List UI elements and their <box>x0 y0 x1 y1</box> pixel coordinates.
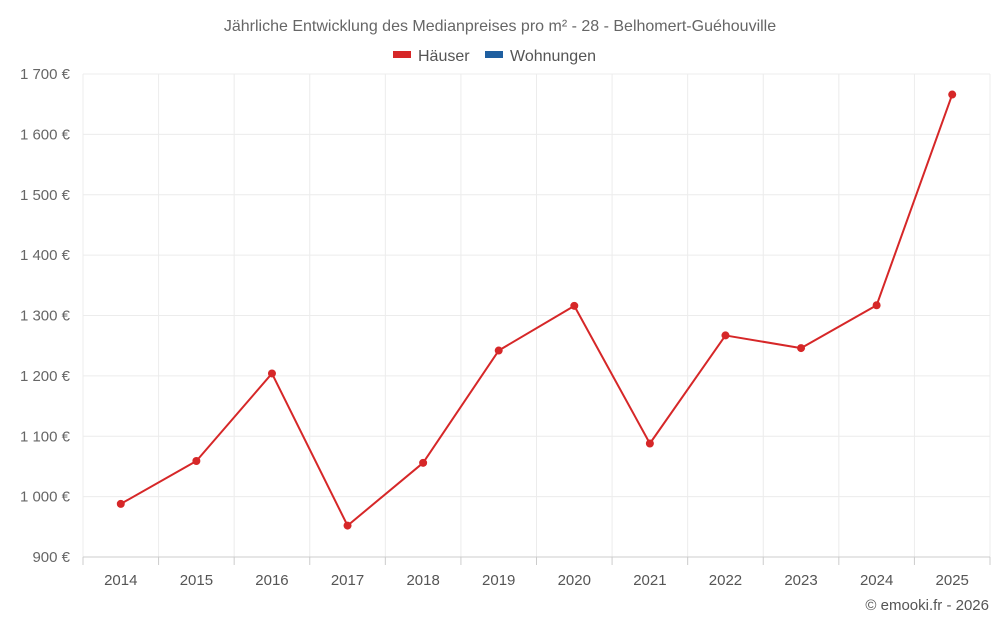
data-point[interactable] <box>872 301 881 310</box>
x-tick-label: 2022 <box>709 572 742 589</box>
y-tick-label: 1 300 € <box>20 308 71 325</box>
data-point[interactable] <box>570 301 579 310</box>
legend-swatch-haeuser <box>393 51 411 58</box>
x-tick-label: 2015 <box>180 572 213 589</box>
x-tick-label: 2018 <box>406 572 439 589</box>
data-point[interactable] <box>721 331 730 340</box>
x-tick-label: 2020 <box>558 572 591 589</box>
y-tick-label: 1 000 € <box>20 489 71 506</box>
legend-label-haeuser: Häuser <box>418 48 470 65</box>
legend: Häuser Wohnungen <box>393 48 596 65</box>
y-tick-label: 1 600 € <box>20 126 71 143</box>
x-tick-label: 2014 <box>104 572 137 589</box>
y-tick-label: 1 500 € <box>20 187 71 204</box>
x-tick-label: 2023 <box>784 572 817 589</box>
data-point[interactable] <box>645 439 654 448</box>
axes: 900 € 1 000 € 1 100 € 1 200 € 1 300 € 1 400 €… <box>20 66 991 589</box>
x-tick-label: 2021 <box>633 572 666 589</box>
series-layer <box>116 90 957 530</box>
data-point[interactable] <box>797 344 806 353</box>
legend-item-wohnungen[interactable]: Wohnungen <box>485 48 596 65</box>
legend-label-wohnungen: Wohnungen <box>510 48 596 65</box>
data-point[interactable] <box>267 369 276 378</box>
y-tick-label: 900 € <box>32 549 70 566</box>
x-tick-label: 2019 <box>482 572 515 589</box>
data-point[interactable] <box>419 458 428 467</box>
credit-text: © emooki.fr - 2026 <box>865 597 989 614</box>
data-point[interactable] <box>192 457 201 466</box>
x-tick-label: 2024 <box>860 572 893 589</box>
x-tick-label: 2016 <box>255 572 288 589</box>
legend-swatch-wohnungen <box>485 51 503 58</box>
legend-item-haeuser[interactable]: Häuser <box>393 48 470 65</box>
y-tick-label: 1 100 € <box>20 428 71 445</box>
grid <box>82 73 991 557</box>
data-point[interactable] <box>116 499 125 508</box>
data-point[interactable] <box>343 521 352 530</box>
x-tick-label: 2025 <box>936 572 969 589</box>
data-point[interactable] <box>494 346 503 355</box>
series-line-0 <box>120 94 954 527</box>
y-tick-label: 1 700 € <box>20 66 71 83</box>
x-tick-label: 2017 <box>331 572 364 589</box>
chart-title: Jährliche Entwicklung des Medianpreises … <box>224 18 776 35</box>
y-tick-label: 1 200 € <box>20 368 71 385</box>
y-tick-label: 1 400 € <box>20 247 71 264</box>
data-point[interactable] <box>948 90 957 99</box>
